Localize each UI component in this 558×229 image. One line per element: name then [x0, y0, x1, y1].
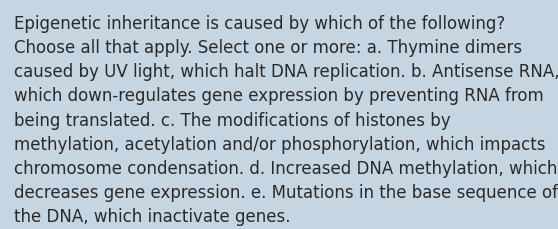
Text: decreases gene expression. e. Mutations in the base sequence of: decreases gene expression. e. Mutations …: [14, 183, 558, 201]
Text: the DNA, which inactivate genes.: the DNA, which inactivate genes.: [14, 207, 291, 225]
Text: Choose all that apply. Select one or more: a. Thymine dimers: Choose all that apply. Select one or mor…: [14, 39, 522, 57]
Text: methylation, acetylation and/or phosphorylation, which impacts: methylation, acetylation and/or phosphor…: [14, 135, 546, 153]
Text: caused by UV light, which halt DNA replication. b. Antisense RNA,: caused by UV light, which halt DNA repli…: [14, 63, 558, 81]
Text: being translated. c. The modifications of histones by: being translated. c. The modifications o…: [14, 111, 450, 129]
Text: chromosome condensation. d. Increased DNA methylation, which: chromosome condensation. d. Increased DN…: [14, 159, 557, 177]
Text: Epigenetic inheritance is caused by which of the following?: Epigenetic inheritance is caused by whic…: [14, 15, 505, 33]
Text: which down-regulates gene expression by preventing RNA from: which down-regulates gene expression by …: [14, 87, 543, 105]
